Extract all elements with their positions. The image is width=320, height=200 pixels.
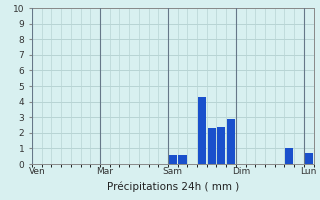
Bar (217, 127, 226, 164)
Bar (285, 148, 293, 164)
Bar (198, 97, 206, 164)
X-axis label: Précipitations 24h ( mm ): Précipitations 24h ( mm ) (107, 181, 239, 192)
Bar (178, 155, 187, 164)
Bar (305, 153, 313, 164)
Bar (207, 128, 216, 164)
Bar (169, 155, 177, 164)
Bar (227, 119, 235, 164)
